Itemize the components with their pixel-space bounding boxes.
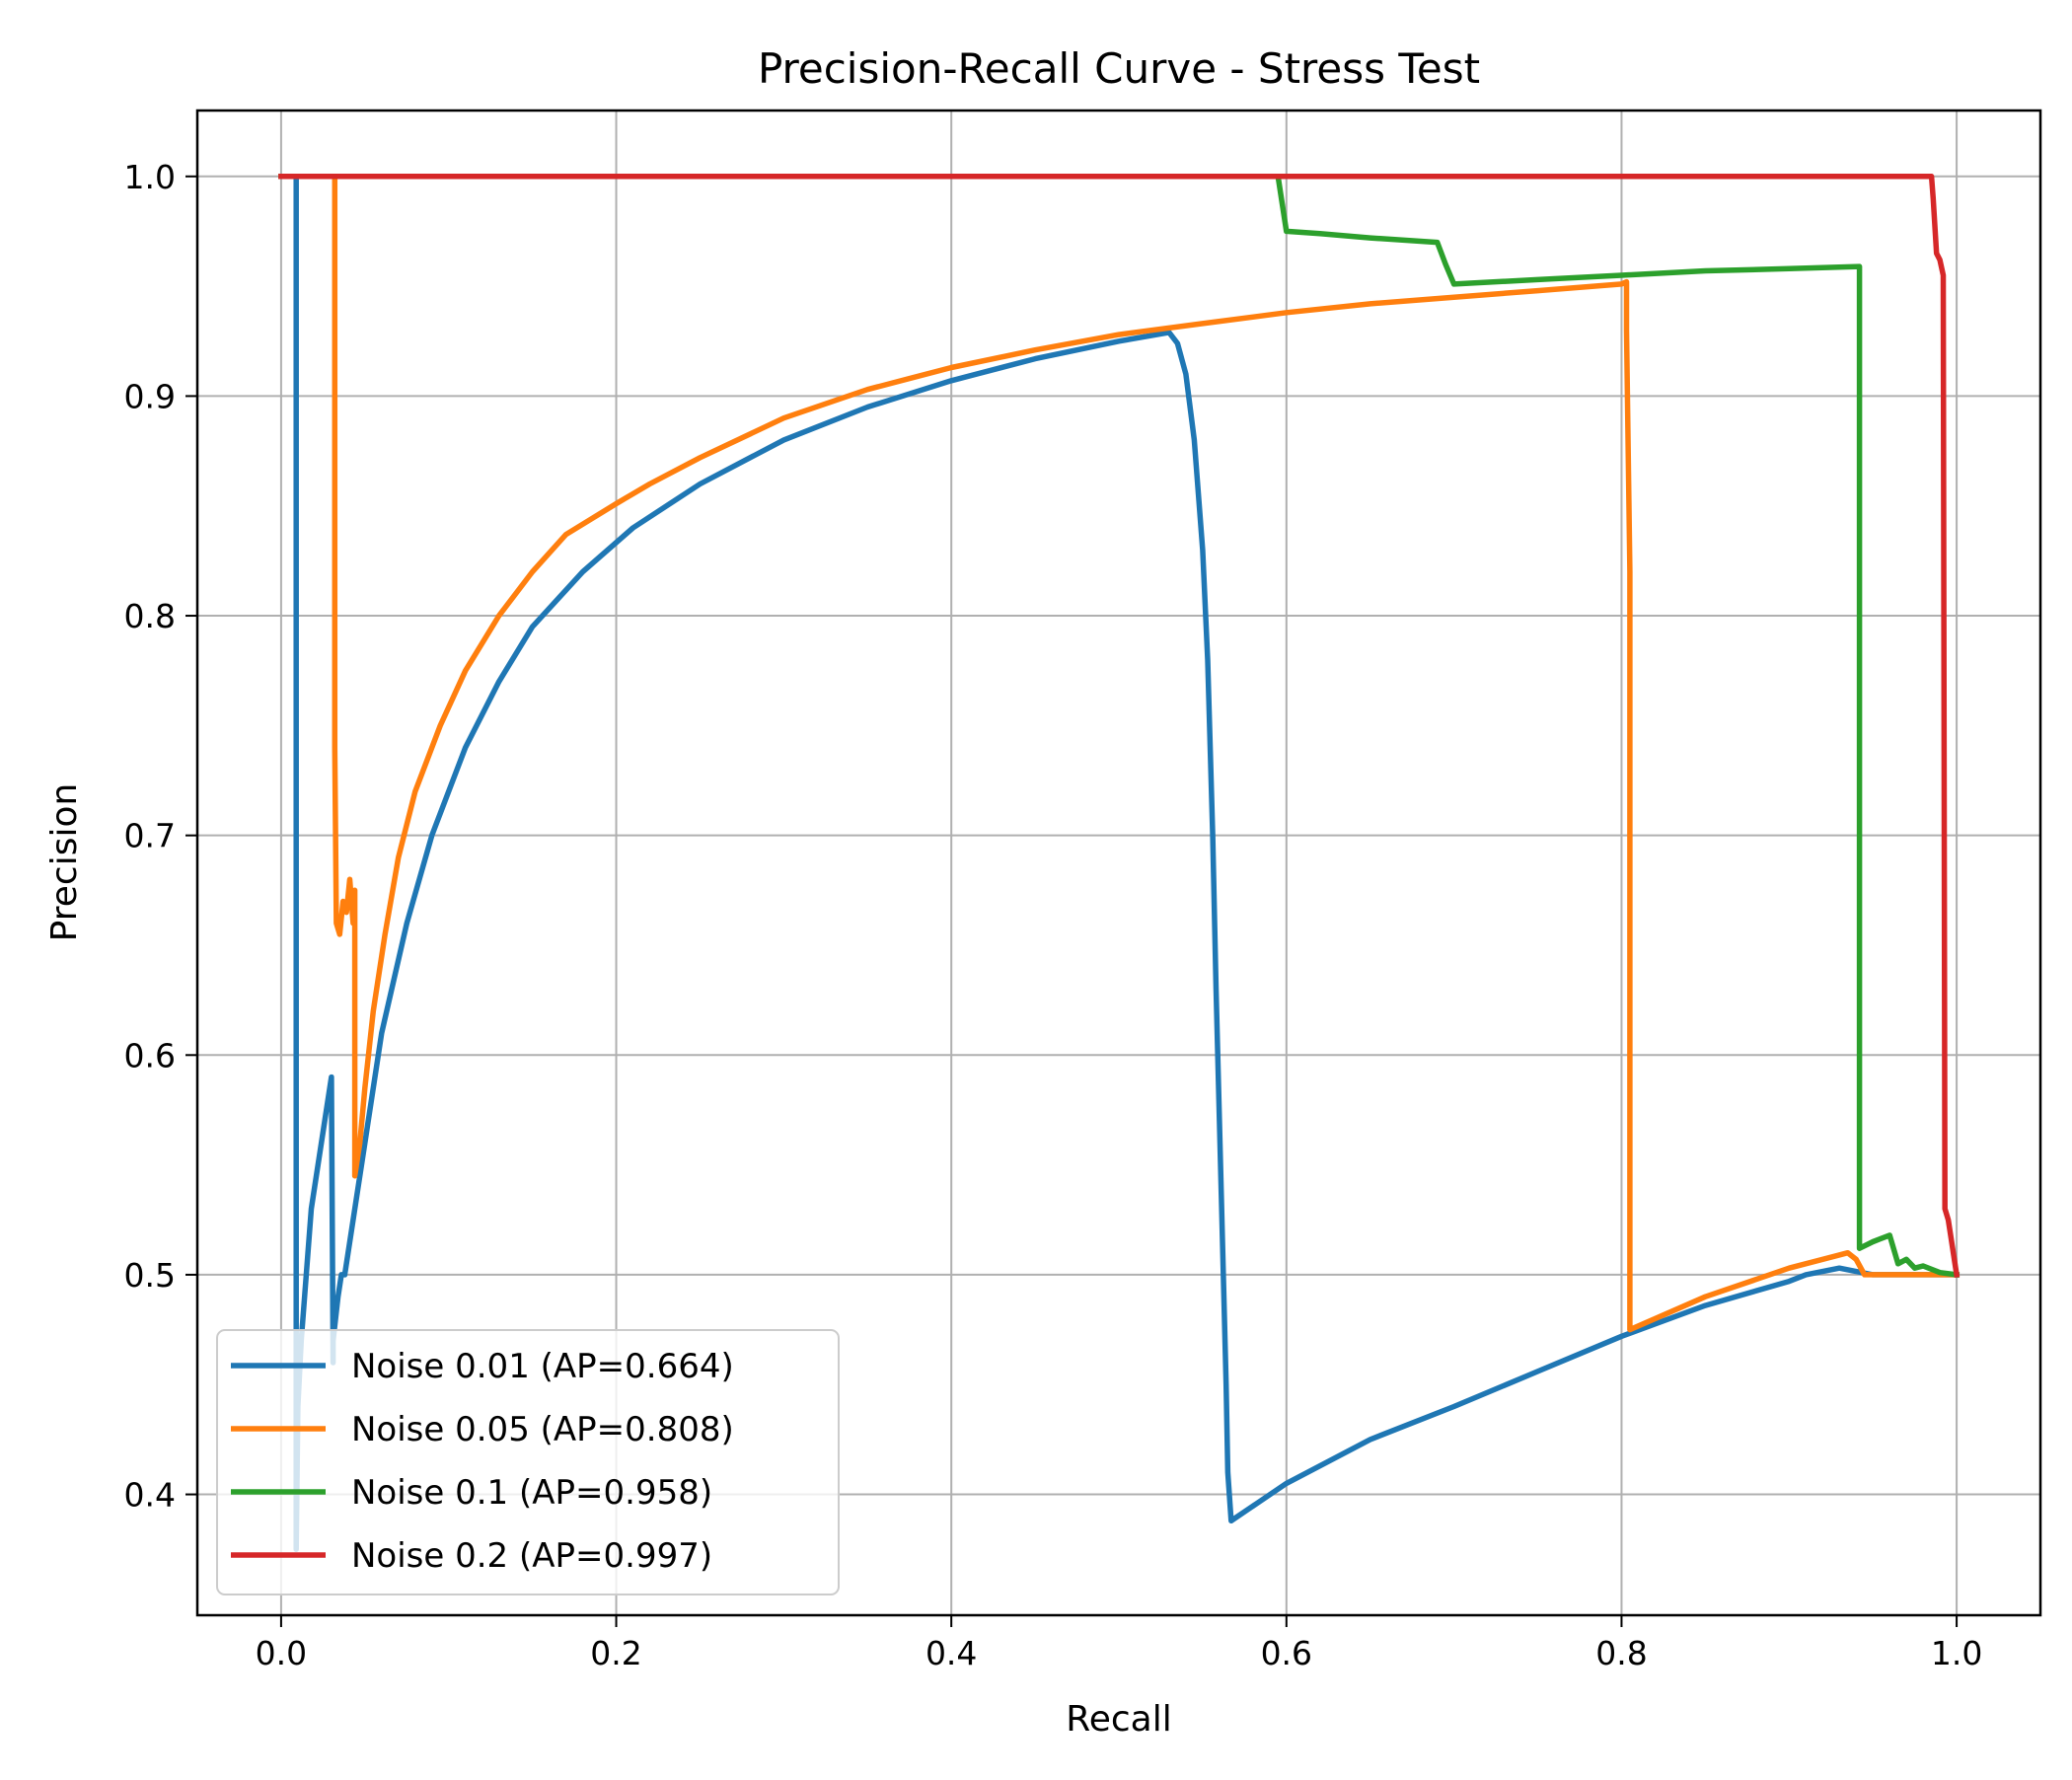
legend: Noise 0.01 (AP=0.664) Noise 0.05 (AP=0.80… xyxy=(216,1329,840,1595)
y-tick-label: 0.7 xyxy=(124,817,176,855)
series-lines xyxy=(278,174,1961,1552)
series-line-1 xyxy=(278,174,1960,1552)
legend-label-1: Noise 0.01 (AP=0.664) xyxy=(351,1347,734,1386)
series-line-3 xyxy=(278,174,1961,1278)
x-tick-label: 0.8 xyxy=(1595,1634,1647,1672)
y-tick-label: 0.4 xyxy=(124,1476,176,1515)
y-axis-label: Precision xyxy=(44,783,85,942)
plot-frame xyxy=(195,109,2042,1617)
x-tick-label: 0.4 xyxy=(925,1634,977,1672)
series-line-4 xyxy=(278,174,1961,1279)
y-tick-label: 0.9 xyxy=(124,377,176,415)
axis-ticks: 0.0 0.2 0.4 0.6 0.8 1.0 0.4 0.5 0.6 0.7 0.8 0.9 1.0 xyxy=(124,158,1983,1672)
chart-title: Precision-Recall Curve - Stress Test xyxy=(758,44,1480,93)
x-tick-label: 0.2 xyxy=(590,1634,641,1672)
series-line-2 xyxy=(278,174,1960,1333)
y-tick-label: 0.8 xyxy=(124,597,176,635)
x-tick-label: 0.6 xyxy=(1261,1634,1312,1672)
legend-label-3: Noise 0.1 (AP=0.958) xyxy=(351,1473,712,1513)
legend-label-2: Noise 0.05 (AP=0.808) xyxy=(351,1410,734,1449)
y-tick-label: 0.6 xyxy=(124,1036,176,1075)
legend-label-4: Noise 0.2 (AP=0.997) xyxy=(351,1536,712,1576)
y-tick-label: 1.0 xyxy=(124,158,176,196)
y-tick-label: 0.5 xyxy=(124,1256,176,1295)
x-tick-label: 1.0 xyxy=(1931,1634,1982,1672)
x-axis-label: Recall xyxy=(1066,1699,1171,1740)
x-tick-label: 0.0 xyxy=(256,1634,307,1672)
legend-box xyxy=(216,1329,840,1595)
